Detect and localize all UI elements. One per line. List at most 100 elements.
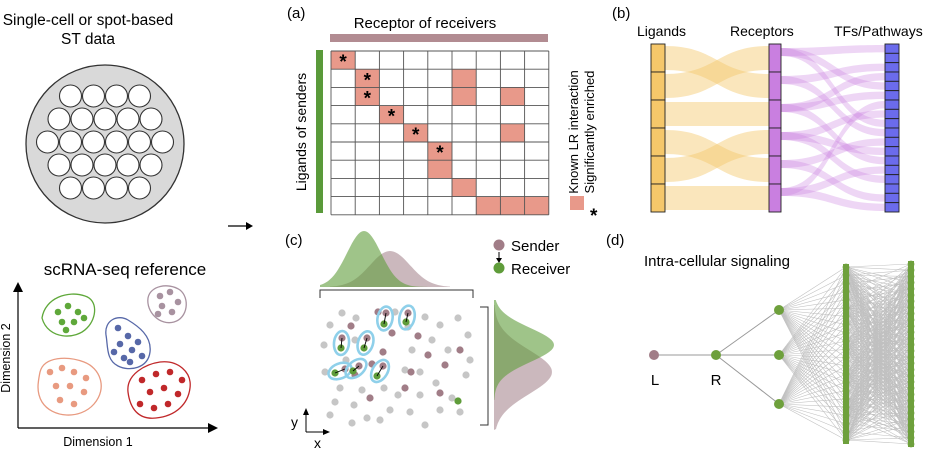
network-edge <box>845 294 912 441</box>
network-edge <box>845 308 912 420</box>
receiver-legend-label: Receiver <box>511 261 570 278</box>
cell-dot <box>82 374 90 382</box>
cell-dot <box>52 382 60 390</box>
known-lr-cell <box>403 123 428 142</box>
known-lr-cell <box>500 123 525 142</box>
network-node <box>907 390 915 398</box>
cell-dot <box>166 368 174 376</box>
ligand-block <box>650 183 666 213</box>
receptor-node-label: R <box>711 372 722 389</box>
ligand-block <box>650 99 666 129</box>
density-top <box>320 231 450 287</box>
significant-star-icon: * <box>388 107 396 128</box>
density-right <box>494 300 554 430</box>
cell-dot <box>80 314 88 322</box>
interaction-halo <box>397 304 417 331</box>
network-edge <box>845 439 912 445</box>
network-node <box>907 341 915 349</box>
other-cell-dot <box>436 321 444 329</box>
other-cell-dot <box>448 394 456 402</box>
known-lr-cell <box>452 178 477 197</box>
receptor-block <box>768 183 782 213</box>
network-node <box>907 397 915 404</box>
sankey-flow <box>781 132 885 155</box>
legend-sig-label: Significantly enriched <box>582 71 597 194</box>
panel-d-label: (d) <box>606 232 624 249</box>
other-cell-dot <box>466 356 474 364</box>
sender-dot <box>424 351 432 359</box>
known-lr-cell <box>427 160 452 179</box>
interaction-arrow <box>363 337 368 349</box>
network-node <box>907 440 915 448</box>
network-node <box>842 263 850 271</box>
ligand-bar <box>316 50 323 213</box>
network-edge <box>778 299 847 356</box>
receptor-block <box>768 127 782 157</box>
sankey-flow <box>781 166 885 196</box>
st-spot <box>139 153 163 177</box>
network-edge <box>845 282 912 424</box>
st-spot <box>127 84 152 108</box>
network-node <box>842 296 850 304</box>
st-spot <box>139 107 163 131</box>
sankey-flow <box>781 48 885 127</box>
bracket-top <box>319 289 474 298</box>
other-cell-dot <box>350 401 358 409</box>
network-edge <box>845 338 912 424</box>
other-cell-dot <box>331 398 339 406</box>
other-cell-dot <box>464 331 472 339</box>
interaction-arrow <box>376 365 384 377</box>
interaction-arrow <box>352 365 360 372</box>
network-node <box>907 366 915 373</box>
tf-block <box>884 164 900 176</box>
y-axis-label: y <box>291 414 298 430</box>
network-node <box>842 387 850 394</box>
network-edge <box>845 276 912 284</box>
st-spot <box>70 107 94 131</box>
network-edge <box>845 387 912 441</box>
known-lr-cell <box>452 87 477 106</box>
network-edge <box>778 309 847 408</box>
sankey-flow <box>665 186 769 210</box>
network-edge <box>845 270 912 408</box>
network-edge <box>845 270 912 399</box>
network-edge <box>845 276 912 317</box>
network-edge <box>845 282 912 358</box>
network-node <box>907 415 915 423</box>
network-edge <box>845 266 912 271</box>
sankey-flow <box>665 130 769 182</box>
other-cell-dot <box>456 408 464 416</box>
other-cell-dot <box>320 341 328 349</box>
tf-block <box>884 43 900 54</box>
network-edge <box>845 274 912 277</box>
cell-dot <box>174 298 182 306</box>
network-node <box>842 313 850 320</box>
cell-dot <box>56 396 64 404</box>
other-cell-dot <box>408 346 416 354</box>
network-edge <box>845 275 912 327</box>
network-edge <box>778 332 847 405</box>
known-lr-cell <box>500 87 525 106</box>
cell-dot <box>74 308 82 316</box>
sankey-flow <box>665 46 769 98</box>
network-edge <box>778 309 847 391</box>
network-node <box>907 434 915 442</box>
lr-grid: ****** <box>330 50 550 216</box>
other-cell-dot <box>348 419 356 427</box>
network-node <box>907 384 915 392</box>
sender-dot <box>414 332 422 340</box>
cell-dot <box>110 348 118 356</box>
network-edge <box>845 275 912 364</box>
network-edge <box>778 291 847 356</box>
panel-a-side-label: Ligands of senders <box>293 73 309 191</box>
sender-dot <box>388 329 396 337</box>
network-edge <box>778 309 847 358</box>
network-edge <box>778 291 847 311</box>
significant-star-icon: * <box>412 125 420 146</box>
network-edge <box>778 291 847 405</box>
network-edge <box>845 263 912 268</box>
st-spot <box>104 84 129 108</box>
network-edge <box>845 282 912 416</box>
receiver-density-top <box>320 231 430 287</box>
panel-d-title: Intra-cellular signaling <box>644 253 790 270</box>
